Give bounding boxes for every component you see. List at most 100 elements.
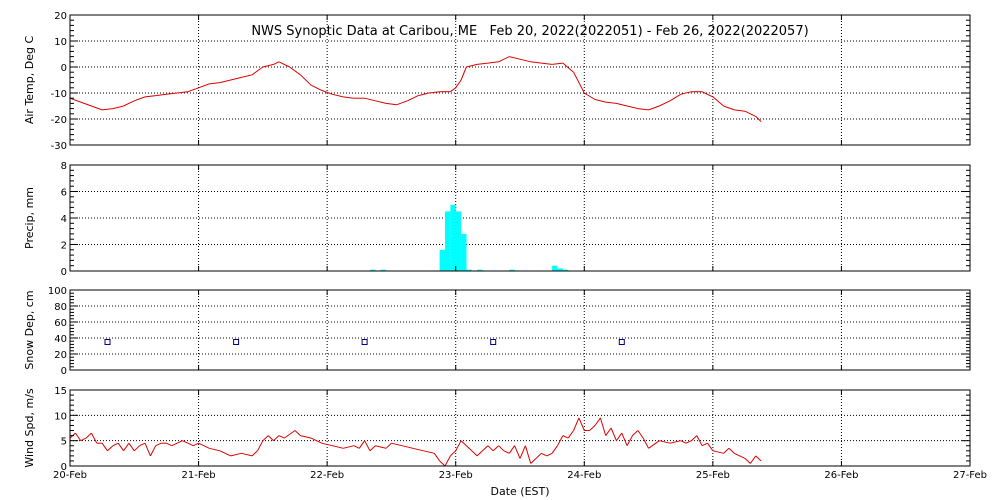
- panel-4-series-0-segment: [482, 445, 489, 452]
- panel-3-y-axis-title: Snow Dep, cm: [23, 290, 36, 369]
- panel-4-series-0-segment: [755, 455, 762, 462]
- panel-4-series-0-segment: [749, 455, 757, 464]
- panel-4-y-axis-title: Wind Spd, m/s: [23, 388, 36, 468]
- panel-4-series-0-segment: [744, 458, 751, 464]
- panel-4-series-0-segment: [514, 445, 521, 459]
- panel-4-series-0-segment: [551, 445, 558, 454]
- panel-4-series-0-segment: [615, 432, 623, 441]
- panel-4-series-0-segment: [139, 442, 146, 447]
- panel-3-ytick-label-3: 40: [54, 334, 67, 345]
- x-tick-label-4: 24-Feb: [567, 470, 601, 481]
- panel-4-series-0-segment: [450, 450, 457, 457]
- x-tick-label-1: 21-Feb: [182, 470, 216, 481]
- x-tick-label-6: 26-Feb: [824, 470, 858, 481]
- panel-1-series-0-segment: [273, 61, 280, 65]
- panel-4-series-0-segment: [101, 442, 108, 452]
- panel-1-series-0-segment: [177, 91, 188, 94]
- panel-4-series-0-segment: [562, 435, 569, 439]
- panel-1-series-0-segment: [198, 83, 210, 89]
- panel-1-series-0-segment: [80, 101, 92, 107]
- panel-4-series-0-segment: [149, 445, 157, 457]
- panel-4-series-0-segment: [412, 447, 424, 452]
- panel-4-series-0-segment: [659, 440, 671, 444]
- panel-4-series-0-segment: [171, 442, 178, 447]
- panel-2-bar-9: [509, 269, 515, 271]
- panel-1-series-0-segment: [509, 56, 521, 60]
- panel-1-ytick-label-5: -30: [51, 141, 67, 152]
- panel-4-series-0-segment: [433, 453, 441, 462]
- panel-1-series-0-segment: [626, 105, 639, 110]
- panel-1-series-0-segment: [343, 96, 354, 99]
- panel-1-series-0-segment: [487, 61, 499, 64]
- panel-4-series-0-segment: [401, 445, 414, 449]
- panel-4-series-0-segment: [701, 442, 708, 447]
- panel-1-series-0-segment: [605, 101, 617, 104]
- panel-4-series-0-segment: [734, 452, 746, 459]
- panel-4-series-0-segment: [182, 440, 189, 444]
- panel-4-series-0-segment: [669, 440, 681, 444]
- panel-4-series-0-segment: [198, 442, 210, 449]
- panel-4-series-0-segment: [541, 452, 548, 457]
- panel-1-series-0-segment: [112, 105, 124, 110]
- panel-4-series-0-segment: [353, 445, 360, 449]
- panel-1-series-0-segment: [230, 76, 242, 81]
- chart-title: NWS Synoptic Data at Caribou, ME Feb 20,…: [251, 24, 808, 39]
- panel-4-series-0-segment: [557, 435, 564, 446]
- text-layer: NWS Synoptic Data at Caribou, ME Feb 20,…: [23, 11, 987, 498]
- panel-1-series-0-segment: [407, 95, 419, 102]
- panel-2-ytick-label-3: 2: [61, 241, 67, 252]
- panel-4-series-0-segment: [632, 430, 639, 436]
- panel-1-series-0-segment: [680, 91, 692, 95]
- panel-2-ytick-label-4: 0: [61, 267, 67, 278]
- panel-4-series-0-segment: [176, 440, 183, 444]
- panel-4-series-0-segment: [294, 430, 301, 436]
- panel-4-series-0-segment: [155, 442, 162, 447]
- panel-4-series-0-segment: [90, 432, 98, 444]
- panel-4-series-0-segment: [573, 417, 580, 431]
- panel-1-series-0-segment: [166, 92, 178, 95]
- panel-1-ytick-label-3: -10: [51, 89, 67, 100]
- panel-1-series-0-segment: [69, 97, 81, 103]
- panel-1-series-0-segment: [102, 108, 113, 111]
- panel-1-series-0-segment: [477, 62, 488, 65]
- panel-1-ytick-label-2: 0: [61, 63, 67, 74]
- panel-3-marker-4: [618, 339, 625, 345]
- panel-1-series-0-segment: [144, 95, 156, 98]
- panel-1-frame: [69, 14, 971, 146]
- panel-4-series-0-segment: [519, 445, 526, 459]
- panel-1-ytick-label-0: 20: [54, 11, 67, 22]
- panel-4-series-0-segment: [251, 450, 258, 457]
- panel-4-series-0-segment: [589, 425, 596, 431]
- panel-4-series-0-segment: [144, 443, 151, 457]
- panel-1-series-0-segment: [91, 105, 103, 111]
- panel-4-series-0-segment: [530, 458, 537, 464]
- panel-4-ytick-label-1: 10: [54, 411, 67, 422]
- panel-1-series-0-segment: [734, 109, 746, 112]
- panel-2-ytick-label-2: 4: [61, 214, 67, 225]
- panel-2-bar-11: [557, 268, 563, 271]
- panel-1-series-0-segment: [562, 62, 574, 73]
- panel-4-series-0-segment: [680, 440, 687, 444]
- panel-1-series-0-segment: [386, 102, 397, 106]
- panel-4-series-0-segment: [364, 440, 371, 452]
- panel-4-series-0-segment: [594, 417, 601, 426]
- panel-1-series-0-segment: [659, 100, 671, 107]
- panel-4-series-0-segment: [267, 435, 274, 442]
- panel-1-series-0-segment: [519, 58, 531, 63]
- panel-1-series-0-segment: [219, 79, 231, 84]
- panel-4-series-0-segment: [278, 435, 285, 439]
- panel-4-series-0-segment: [133, 445, 140, 452]
- x-tick-label-2: 22-Feb: [310, 470, 344, 481]
- panel-4-series-0-segment: [117, 442, 125, 452]
- panel-1-series-0-segment: [616, 102, 628, 107]
- panel-4-series-0-segment: [466, 445, 473, 452]
- panel-4-series-0-segment: [471, 450, 478, 457]
- panel-3-ytick-label-2: 60: [54, 318, 67, 329]
- grid-layer: [70, 15, 970, 466]
- frame-layer: [69, 14, 971, 467]
- panel-4-series-0-segment: [685, 440, 692, 444]
- panel-4-series-0-segment: [219, 450, 231, 457]
- panel-1-series-0-segment: [155, 93, 167, 97]
- panel-4-series-0-segment: [74, 432, 82, 441]
- panel-2-bar-0: [370, 269, 376, 271]
